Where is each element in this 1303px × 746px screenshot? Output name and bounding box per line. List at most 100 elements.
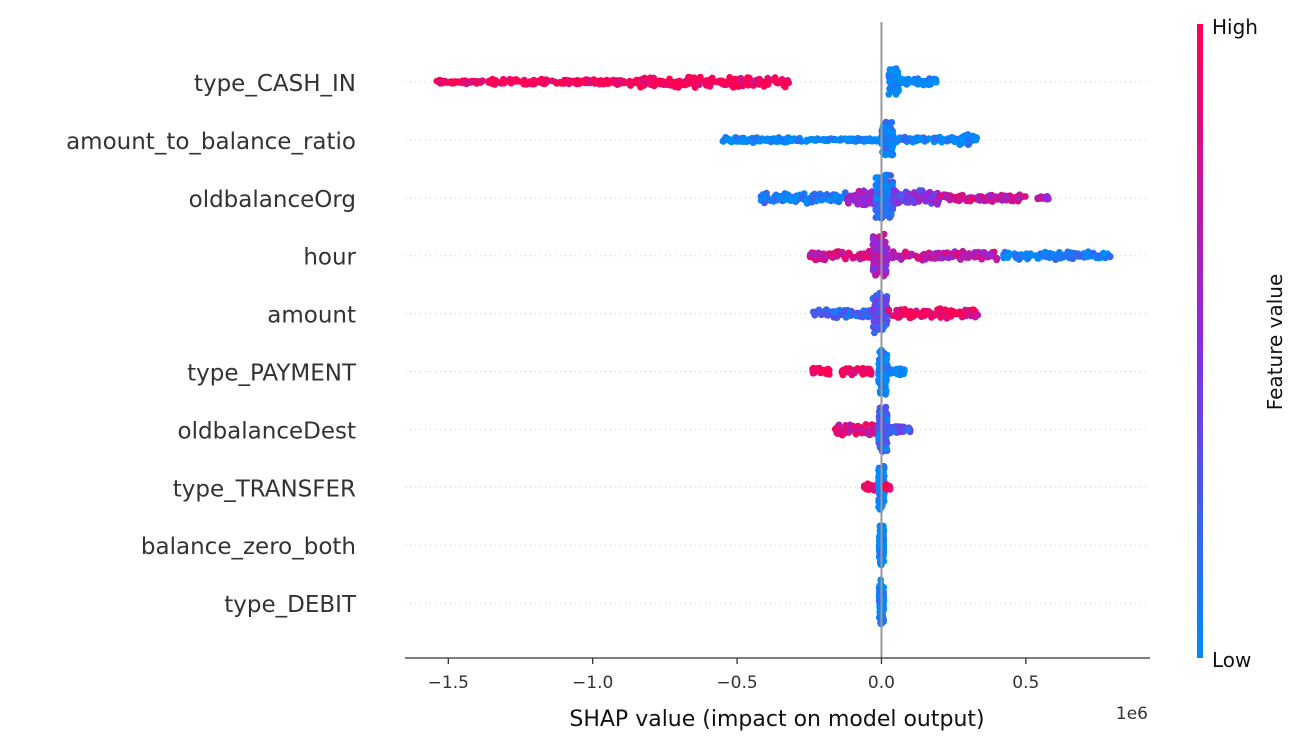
shap-point	[882, 118, 890, 126]
shap-point	[841, 189, 849, 197]
shap-point	[890, 69, 898, 77]
shap-point	[987, 251, 995, 259]
shap-point	[869, 426, 877, 434]
shap-point	[914, 255, 922, 262]
feature-label: type_CASH_IN	[194, 71, 356, 97]
shap-point	[833, 429, 841, 436]
shap-point	[872, 194, 880, 202]
shap-point	[971, 133, 978, 141]
feature-points	[719, 118, 980, 159]
shap-point	[918, 77, 926, 85]
x-tick-label: 0.0	[868, 673, 895, 693]
shap-point	[945, 254, 952, 262]
shap-point	[809, 195, 816, 203]
colorbar: High Low Feature value	[1197, 15, 1287, 672]
shap-point	[906, 314, 914, 322]
shap-point	[848, 367, 856, 375]
shap-point	[882, 145, 889, 152]
shap-point	[920, 250, 928, 258]
shap-point	[993, 254, 1001, 262]
shap-point	[856, 426, 863, 433]
shap-point	[884, 365, 892, 373]
shap-point	[1002, 193, 1010, 201]
shap-point	[790, 195, 798, 203]
shap-point	[658, 77, 666, 85]
shap-point	[1015, 194, 1023, 202]
shap-point	[777, 135, 785, 143]
shap-point	[819, 368, 827, 376]
shap-point	[676, 79, 684, 87]
shap-point	[957, 311, 965, 319]
shap-point	[862, 421, 870, 428]
shap-point	[803, 197, 810, 204]
shap-point	[762, 136, 769, 144]
shap-point	[834, 197, 842, 205]
shap-point	[1036, 194, 1044, 201]
shap-point	[928, 78, 936, 86]
shap-point	[890, 186, 898, 194]
shap-point	[936, 310, 944, 318]
shap-point	[870, 305, 877, 313]
points-layer	[433, 65, 1114, 628]
shap-point	[937, 192, 944, 200]
feature-label: oldbalanceOrg	[189, 187, 356, 213]
shap-point	[599, 80, 607, 88]
shap-point	[947, 313, 955, 320]
shap-point	[814, 365, 821, 373]
shap-point	[872, 270, 880, 278]
shap-point	[888, 119, 896, 126]
shap-point	[905, 199, 913, 206]
shap-point	[959, 139, 967, 146]
feature-label: amount	[267, 303, 356, 329]
feature-label: oldbalanceDest	[178, 418, 356, 444]
shap-point	[810, 136, 818, 144]
shap-point	[539, 80, 546, 87]
shap-point	[507, 78, 515, 86]
shap-point	[989, 198, 996, 205]
shap-point	[1045, 195, 1052, 203]
shap-point	[881, 437, 889, 445]
shap-point	[902, 248, 909, 256]
shap-point	[734, 83, 742, 90]
shap-point	[1014, 251, 1022, 259]
shap-point	[953, 251, 961, 259]
shap-point	[826, 135, 833, 143]
shap-point	[863, 483, 871, 491]
feature-label: type_PAYMENT	[187, 361, 357, 387]
shap-point	[871, 251, 879, 259]
shap-point	[720, 137, 727, 145]
shap-point	[887, 426, 895, 433]
shap-point	[794, 137, 802, 145]
shap-point	[594, 77, 602, 85]
shap-point	[965, 308, 972, 315]
shap-point	[974, 311, 982, 319]
shap-point	[912, 79, 919, 87]
shap-point	[975, 195, 982, 203]
shap-point	[819, 135, 827, 143]
shap-point	[928, 250, 936, 258]
x-axis: −1.5 −1.0 −0.5 0.0 0.5 SHAP value (impact on…	[405, 657, 1150, 732]
shap-point	[784, 135, 791, 143]
shap-point	[895, 77, 903, 84]
feature-label: balance_zero_both	[141, 534, 356, 560]
feature-points	[757, 171, 1052, 222]
shap-point	[873, 240, 881, 248]
feature-points	[809, 289, 982, 337]
shap-point	[756, 137, 764, 145]
shap-point	[650, 82, 658, 90]
shap-point	[875, 206, 882, 214]
shap-point	[971, 253, 979, 261]
feature-label: hour	[303, 245, 356, 271]
shap-point	[831, 309, 839, 316]
shap-point	[886, 214, 894, 221]
x-tick-label: −1.0	[572, 673, 613, 693]
feature-points	[860, 462, 894, 513]
feature-points	[809, 346, 908, 398]
shap-point	[885, 307, 892, 315]
shap-point	[863, 426, 871, 434]
shap-point	[882, 201, 889, 209]
shap-point	[895, 134, 903, 142]
shap-point	[958, 133, 966, 141]
feature-label: amount_to_balance_ratio	[66, 129, 356, 155]
